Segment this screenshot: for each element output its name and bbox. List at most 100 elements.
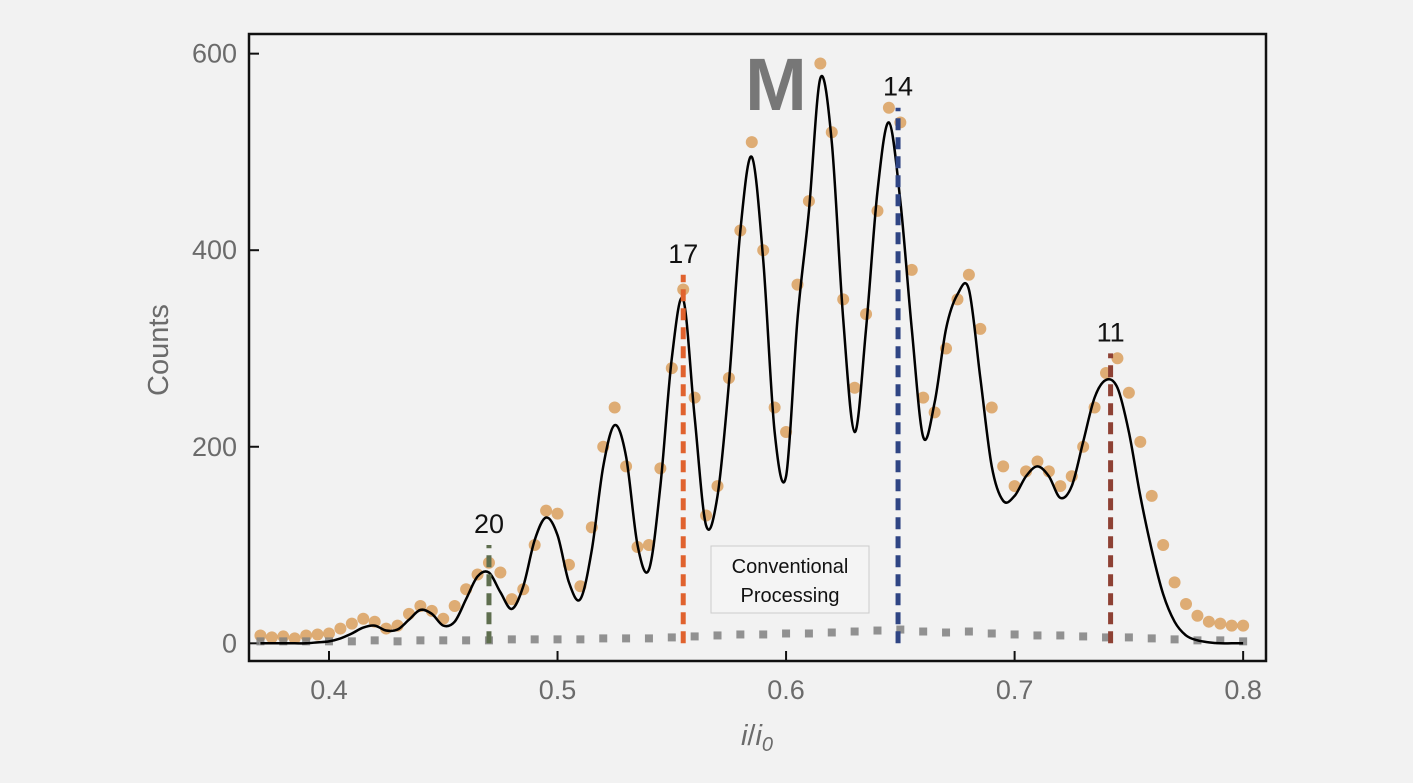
data-point xyxy=(608,401,621,414)
y-tick-label: 0 xyxy=(222,628,237,658)
reference-square xyxy=(507,635,516,644)
data-point xyxy=(1168,576,1181,589)
reference-square xyxy=(644,634,653,643)
data-point xyxy=(997,460,1010,473)
reference-square xyxy=(1010,630,1019,639)
data-point xyxy=(1202,615,1215,628)
annotation-line-2: Processing xyxy=(741,585,840,607)
data-point xyxy=(1191,609,1204,622)
reference-square xyxy=(462,636,471,645)
reference-square xyxy=(1147,634,1156,643)
data-point xyxy=(917,391,930,404)
x-tick-label: 0.4 xyxy=(310,675,348,705)
reference-square xyxy=(1124,633,1133,642)
data-point xyxy=(1134,435,1147,448)
reference-square xyxy=(347,637,356,646)
x-axis: 0.4 0.5 0.6 0.7 0.8 xyxy=(310,651,1262,705)
data-point xyxy=(1180,598,1193,610)
reference-square xyxy=(782,629,791,638)
data-point xyxy=(288,632,301,645)
reference-square xyxy=(850,627,859,636)
reference-square xyxy=(873,626,882,635)
x-axis-title-sub: 0 xyxy=(762,734,773,756)
data-point xyxy=(871,204,884,217)
x-tick-label: 0.5 xyxy=(539,675,577,705)
reference-square xyxy=(667,633,676,642)
data-point xyxy=(1031,455,1044,468)
reference-square xyxy=(370,636,379,645)
y-tick-label: 200 xyxy=(192,432,237,462)
data-point xyxy=(1145,489,1158,502)
peak-label: 11 xyxy=(1097,317,1125,347)
reference-square xyxy=(827,628,836,637)
reference-square xyxy=(964,627,973,636)
reference-square xyxy=(302,637,311,646)
data-point xyxy=(962,268,975,281)
data-point xyxy=(1214,617,1227,630)
data-point xyxy=(334,622,347,635)
data-point xyxy=(768,401,781,414)
series-layer xyxy=(254,57,1250,646)
reference-square xyxy=(279,637,288,646)
data-point xyxy=(1225,619,1238,632)
y-tick-label: 600 xyxy=(192,39,237,69)
reference-square xyxy=(1170,635,1179,644)
peak-label: 20 xyxy=(474,509,504,539)
data-point xyxy=(974,322,987,335)
reference-square xyxy=(690,632,699,641)
reference-square xyxy=(416,636,425,645)
data-point xyxy=(551,507,564,520)
fit-curve xyxy=(260,74,1244,645)
reference-square xyxy=(1239,637,1248,646)
reference-square xyxy=(736,630,745,639)
reference-square xyxy=(439,636,448,645)
data-point xyxy=(985,401,998,414)
reference-square xyxy=(256,637,265,646)
data-point xyxy=(837,293,850,306)
data-point xyxy=(345,617,358,630)
reference-square xyxy=(576,635,585,644)
reference-square xyxy=(804,629,813,638)
data-point xyxy=(905,263,918,276)
data-point xyxy=(1157,539,1170,552)
x-tick-label: 0.6 xyxy=(767,675,805,705)
data-point xyxy=(688,391,701,404)
data-point xyxy=(1111,352,1124,365)
x-axis-title-base: i xyxy=(755,720,763,752)
y-axis: 0 200 400 600 xyxy=(192,39,259,658)
x-tick-label: 0.7 xyxy=(996,675,1034,705)
conventional-annotation: Conventional Processing xyxy=(710,545,870,614)
reference-square xyxy=(530,635,539,644)
reference-square xyxy=(759,630,768,639)
reference-square xyxy=(622,634,631,643)
data-point xyxy=(882,101,895,114)
reference-square xyxy=(942,628,951,637)
data-point xyxy=(505,593,518,606)
reference-square xyxy=(553,635,562,644)
data-point xyxy=(540,504,553,517)
reference-square xyxy=(1079,632,1088,641)
annotation-line-1: Conventional xyxy=(732,556,849,578)
reference-square xyxy=(1216,636,1225,645)
x-tick-label: 0.8 xyxy=(1224,675,1262,705)
data-point xyxy=(494,566,507,579)
reference-square xyxy=(896,625,905,634)
data-point xyxy=(471,568,484,581)
data-point xyxy=(1054,480,1067,493)
data-point xyxy=(860,308,873,321)
data-point xyxy=(448,599,461,612)
data-point xyxy=(1237,619,1250,632)
data-point xyxy=(745,136,758,149)
logo: M xyxy=(745,43,807,126)
annotation-box xyxy=(710,545,870,614)
data-point xyxy=(1122,386,1135,399)
data-point xyxy=(425,604,438,617)
data-point xyxy=(265,631,278,644)
plot-frame xyxy=(247,32,1268,663)
y-tick-label: 400 xyxy=(192,235,237,265)
reference-square xyxy=(713,631,722,640)
reference-square xyxy=(599,634,608,643)
data-point xyxy=(814,57,827,70)
x-axis-title: i/i0 xyxy=(741,720,773,756)
